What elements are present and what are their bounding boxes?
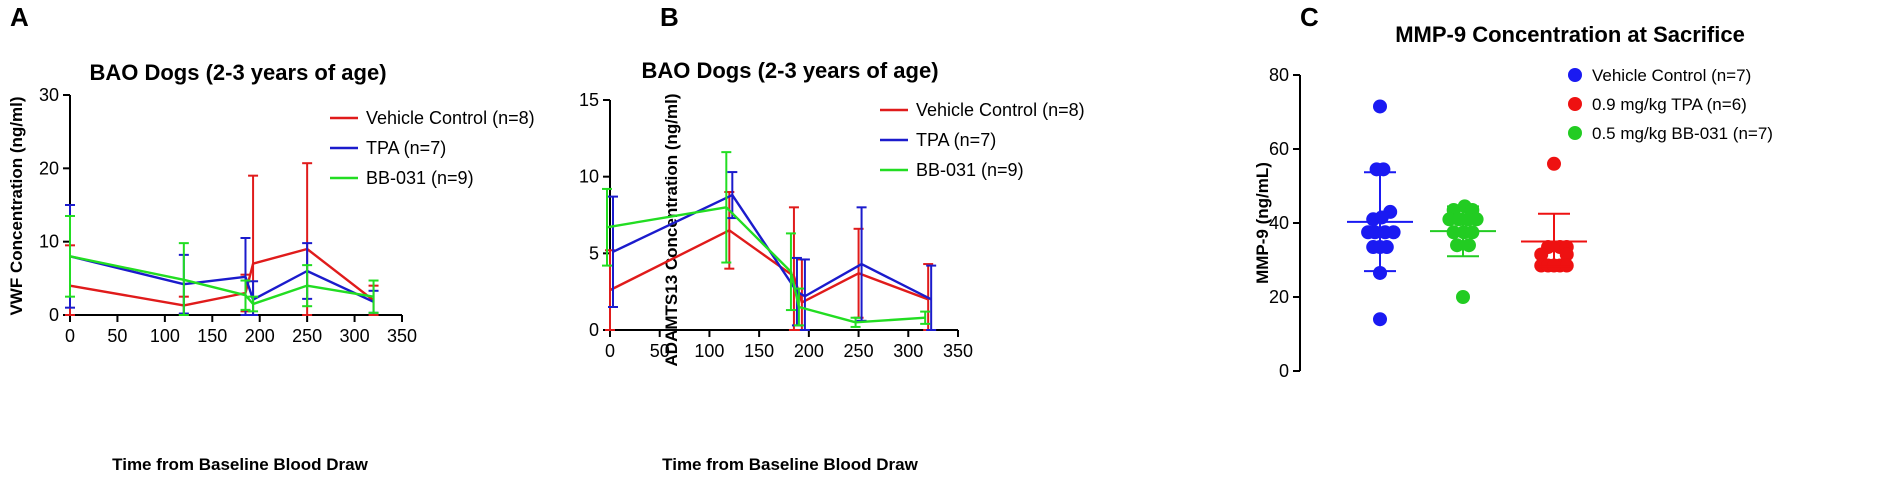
y-tick-label: 5 [589,243,599,263]
chart-c-title: MMP-9 Concentration at Sacrifice [1395,22,1745,47]
x-tick-label: 50 [650,341,670,361]
x-tick-label: 0 [65,326,75,346]
y-tick-label: 15 [579,90,599,110]
y-tick-label: 0 [589,320,599,340]
data-point [1469,212,1484,227]
chart-c-ylabel: MMP-9 (ng/mL) [1253,162,1272,284]
series-line-2 [606,206,926,324]
panel-letter-b: B [660,2,679,32]
data-point [1559,247,1574,262]
y-tick-label: 20 [1269,287,1289,307]
x-tick-label: 350 [943,341,973,361]
series-line-0 [609,229,929,304]
data-point [1547,156,1561,171]
x-tick-label: 250 [292,326,322,346]
legend-dot [1568,126,1582,140]
y-tick-label: 0 [1279,361,1289,381]
legend-dot [1568,97,1582,111]
data-point [1367,225,1382,240]
chart-b-title: BAO Dogs (2-3 years of age) [641,58,938,83]
y-tick-label: 20 [39,158,59,178]
x-tick-label: 100 [150,326,180,346]
x-tick-label: 250 [844,341,874,361]
legend-dot [1568,68,1582,82]
legend-label: TPA (n=7) [916,130,996,150]
panel-letter-a: A [10,2,29,32]
y-tick-label: 30 [39,85,59,105]
legend-label: 0.9 mg/kg TPA (n=6) [1592,95,1747,114]
panel-a: A BAO Dogs (2-3 years of age) Time from … [0,0,640,485]
chart-b-xlabel: Time from Baseline Blood Draw [662,455,918,474]
x-tick-label: 0 [605,341,615,361]
legend-label: BB-031 (n=9) [916,160,1024,180]
x-tick-label: 150 [744,341,774,361]
x-tick-label: 200 [794,341,824,361]
chart-a-xlabel: Time from Baseline Blood Draw [112,455,368,474]
x-tick-label: 200 [245,326,275,346]
legend-label: Vehicle Control (n=7) [1592,66,1751,85]
chart-b-svg: B BAO Dogs (2-3 years of age) Time from … [579,2,1085,474]
data-point [1461,238,1476,253]
data-point [1373,265,1387,280]
series-line-1 [69,255,375,303]
chart-c-svg: C MMP-9 Concentration at Sacrifice MMP-9… [1253,2,1773,381]
y-tick-label: 60 [1269,139,1289,159]
chart-a-svg: A BAO Dogs (2-3 years of age) Time from … [7,2,535,474]
chart-a-title: BAO Dogs (2-3 years of age) [89,60,386,85]
chart-b-ylabel: ADAMTS13 Concentration (ng/ml) [662,94,681,367]
panel-letter-c: C [1300,2,1319,32]
data-point [1386,225,1401,240]
data-point [1373,99,1387,114]
x-tick-label: 150 [197,326,227,346]
x-tick-label: 300 [340,326,370,346]
chart-b-plot: 0 50 100 150 200 250 300 350 0 5 10 15 Vehicle Contr… [579,90,1085,361]
y-tick-label: 0 [49,305,59,325]
x-tick-label: 50 [107,326,127,346]
x-tick-label: 350 [387,326,417,346]
data-point [1450,238,1465,253]
series-line-1 [612,193,932,301]
chart-c-plot: 0 20 40 60 80 Vehicle Control (n=7) 0.9 mg/kg … [1269,65,1773,381]
data-point [1446,225,1461,240]
series-line-0 [69,247,375,307]
y-tick-label: 10 [579,167,599,187]
data-point [1373,312,1387,327]
legend-label: TPA (n=7) [366,138,446,158]
chart-a-plot: 0 50 100 150 200 250 300 350 0 10 20 30 Vehicle Cont… [39,85,535,346]
legend-label: BB-031 (n=9) [366,168,474,188]
panel-c: C MMP-9 Concentration at Sacrifice MMP-9… [1253,0,1902,485]
series-line-2 [69,255,374,306]
legend-label: 0.5 mg/kg BB-031 (n=7) [1592,124,1773,143]
chart-a-ylabel: VWF Concentration (ng/ml) [7,96,26,315]
legend-label: Vehicle Control (n=8) [916,100,1085,120]
panel-b: B BAO Dogs (2-3 years of age) Time from … [579,0,1300,485]
y-tick-label: 80 [1269,65,1289,85]
data-point [1465,225,1480,240]
x-tick-label: 100 [694,341,724,361]
data-point [1376,162,1391,177]
data-point [1534,247,1549,262]
y-tick-label: 40 [1269,213,1289,233]
x-tick-label: 300 [893,341,923,361]
legend-label: Vehicle Control (n=8) [366,108,535,128]
data-point [1456,290,1470,304]
y-tick-label: 10 [39,232,59,252]
